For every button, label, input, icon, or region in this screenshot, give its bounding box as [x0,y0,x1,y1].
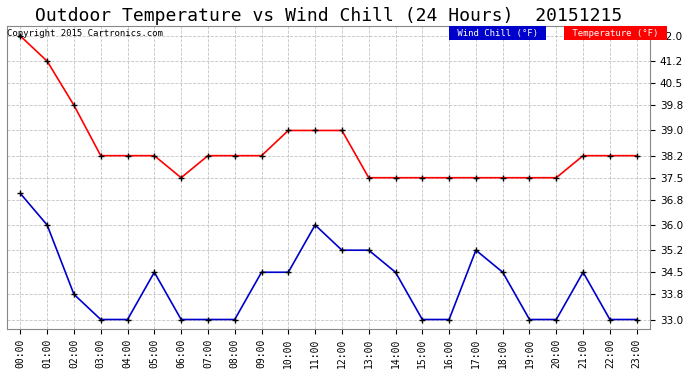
Text: Temperature (°F): Temperature (°F) [567,28,664,38]
Title: Outdoor Temperature vs Wind Chill (24 Hours)  20151215: Outdoor Temperature vs Wind Chill (24 Ho… [35,7,622,25]
Text: Copyright 2015 Cartronics.com: Copyright 2015 Cartronics.com [7,28,163,38]
Text: Wind Chill (°F): Wind Chill (°F) [452,28,543,38]
